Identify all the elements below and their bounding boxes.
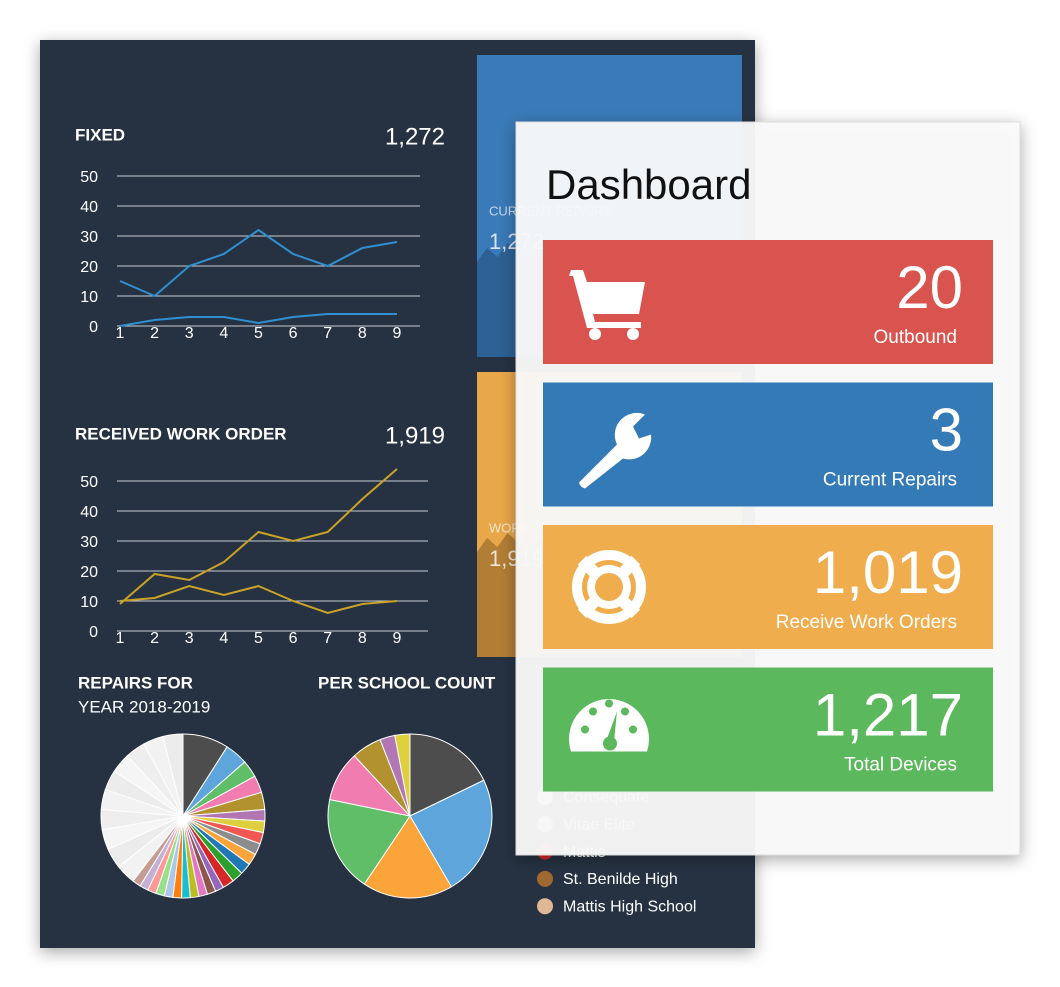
dashboard-title: Dashboard [546, 161, 751, 208]
x-tick-label: 9 [393, 325, 402, 342]
icon-cart-wheel [627, 328, 639, 340]
line-series [119, 468, 398, 605]
legend-label: St. Benilde High [563, 871, 678, 888]
icon-gauge-dot [605, 699, 613, 708]
icon-cart [569, 270, 645, 328]
icon-gauge-hub [603, 736, 617, 751]
y-tick-label: 20 [80, 564, 98, 581]
pie-slice [363, 815, 453, 899]
y-tick-label: 40 [80, 504, 98, 521]
icon-gauge-dot [581, 725, 589, 734]
legend-swatch [537, 870, 553, 887]
line-series [119, 584, 398, 615]
y-tick-label: 30 [80, 534, 98, 551]
icon-cart-wheel [589, 328, 601, 340]
card-value: 20 [896, 254, 963, 321]
x-tick-label: 7 [323, 630, 332, 647]
icon-gauge-dot [629, 725, 637, 734]
stat-card: 1,019 Receive Work Orders [543, 525, 993, 649]
pie-slice [327, 798, 411, 885]
x-tick-label: 1 [116, 325, 125, 342]
card-value: 3 [930, 396, 963, 463]
y-tick-label: 0 [89, 624, 98, 641]
stat-card: 20 Outbound [543, 240, 993, 364]
y-tick-label: 50 [80, 169, 98, 186]
stat-card: 1,217 Total Devices [543, 667, 993, 792]
icon-ring-band [577, 555, 601, 579]
pie-slice [394, 733, 411, 817]
y-tick-label: 10 [80, 594, 98, 611]
y-tick-label: 30 [80, 229, 98, 246]
icon-wrench [579, 412, 652, 489]
x-tick-label: 7 [323, 325, 332, 342]
icon-ring-band [577, 595, 601, 619]
chart-subtitle: YEAR 2018-2019 [78, 697, 210, 716]
icon-ring-band [617, 595, 641, 619]
pie-slice [409, 733, 485, 817]
line-series [119, 313, 397, 327]
y-tick-label: 40 [80, 199, 98, 216]
x-tick-label: 5 [254, 630, 263, 647]
x-tick-label: 3 [185, 630, 194, 647]
y-tick-label: 20 [80, 259, 98, 276]
chart-title: REPAIRS FOR [78, 673, 193, 692]
line-series [119, 228, 398, 298]
x-tick-label: 6 [289, 630, 298, 647]
x-tick-label: 2 [150, 630, 159, 647]
dashboard-panel: Dashboard 20 Outbound 3 Current Repairs 1,019… [515, 121, 1021, 856]
chart-title: FIXED [75, 125, 125, 144]
chart-headline: 1,919 [385, 422, 445, 449]
chart-title: RECEIVED WORK ORDER [75, 424, 287, 443]
card-label: Receive Work Orders [776, 612, 957, 633]
x-tick-label: 9 [393, 630, 402, 647]
icon-gauge [569, 699, 649, 752]
icon-gauge-needle [606, 711, 617, 742]
icon-ring [572, 550, 646, 624]
icon-gauge-dot [589, 707, 597, 716]
chart-title: PER SCHOOL COUNT [318, 673, 496, 692]
icon-ring-inner [587, 565, 631, 609]
pie-slice [409, 779, 493, 888]
x-tick-label: 4 [219, 325, 228, 342]
y-tick-label: 50 [80, 474, 98, 491]
card-label: Current Repairs [823, 470, 957, 491]
icon-ring-band [617, 555, 641, 579]
pie-slice [162, 733, 184, 817]
x-tick-label: 4 [219, 630, 228, 647]
legend-swatch [537, 898, 553, 915]
y-tick-label: 0 [89, 319, 98, 336]
chart-headline: 1,272 [385, 123, 445, 150]
stat-card: 3 Current Repairs [543, 382, 993, 507]
x-tick-label: 8 [358, 630, 367, 647]
y-tick-label: 10 [80, 289, 98, 306]
card-value: 1,019 [813, 539, 963, 606]
card-label: Total Devices [844, 755, 957, 776]
card-bg [543, 525, 993, 649]
x-tick-label: 2 [150, 325, 159, 342]
icon-gauge-dot [621, 707, 629, 716]
x-tick-label: 3 [185, 325, 194, 342]
x-tick-label: 8 [358, 325, 367, 342]
card-label: Outbound [874, 327, 957, 348]
card-value: 1,217 [813, 681, 963, 748]
x-tick-label: 6 [289, 325, 298, 342]
x-tick-label: 1 [116, 630, 125, 647]
x-tick-label: 5 [254, 325, 263, 342]
legend-label: Mattis High School [563, 898, 696, 915]
